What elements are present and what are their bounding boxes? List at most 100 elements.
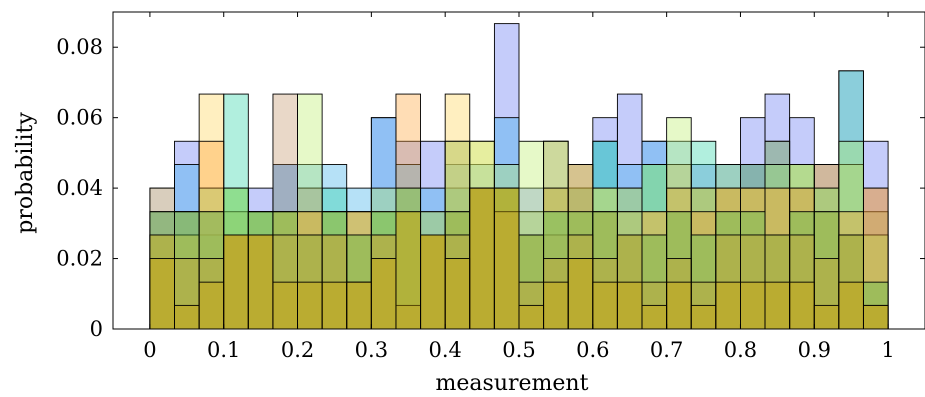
x-tick-label: 0.3 [355, 338, 388, 362]
bar-s8-b1 [149, 211, 175, 330]
y-axis-label: probability [13, 112, 38, 234]
bar-s6-b5 [247, 211, 274, 330]
bar-s4-b9 [346, 211, 372, 330]
bar-s6-b18 [567, 164, 594, 330]
bar-s10-b27 [789, 281, 815, 330]
bar-s9-b9 [346, 281, 372, 330]
bar-s10-b10 [370, 258, 397, 330]
bar-s4-b26 [764, 187, 791, 330]
bar-s2-b20 [616, 164, 643, 330]
bar-s10-b21 [641, 304, 668, 330]
bar-s10-b1 [149, 258, 175, 330]
bar-s10-b11 [395, 211, 421, 330]
histogram-bars [149, 23, 889, 330]
y-tick-label: 0.06 [56, 106, 103, 130]
bar-s6-b26 [764, 164, 791, 330]
bar-s10-b23 [690, 304, 717, 330]
bar-s10-b24 [715, 281, 741, 330]
bar-s3-b6 [272, 211, 298, 330]
bar-s4-b5 [247, 211, 274, 330]
bar-s1-b10 [370, 117, 397, 330]
bar-s9-b14 [469, 187, 495, 330]
bar-s10-b4 [223, 234, 249, 330]
bar-s3-b1 [149, 234, 175, 330]
x-tick-label: 0.9 [798, 338, 831, 362]
bar-s10-b15 [493, 187, 520, 330]
bar-s2-b25 [740, 164, 766, 330]
bar-s5-b4 [223, 234, 249, 330]
bar-s8-b8 [321, 211, 348, 330]
bar-s5-b19 [592, 211, 618, 330]
x-tick-label: 0 [143, 338, 156, 362]
bar-s5-b1 [149, 211, 175, 330]
bar-s10-b2 [174, 304, 200, 330]
bar-s3-b29 [838, 70, 864, 330]
series-4 [149, 93, 889, 330]
series-6 [149, 93, 889, 330]
bar-s7-b14 [469, 187, 495, 330]
bar-s2-b29 [838, 164, 864, 330]
bar-s5-b28 [813, 164, 840, 330]
bar-s1-b28 [813, 164, 840, 330]
bar-s2-b13 [444, 164, 471, 330]
bar-s4-b14 [469, 140, 495, 330]
bar-s4-b30 [863, 211, 889, 330]
y-tick-label: 0.08 [56, 35, 103, 59]
bar-s7-b7 [297, 211, 323, 330]
tick-labels: 0 0.1 0.2 0.3 0.4 0.5 0.6 0.7 0.8 0.9 1 0 0.02 0.04 0.… [56, 35, 895, 362]
x-tick-label: 0.5 [502, 338, 535, 362]
series-1 [149, 23, 889, 330]
bar-s2-b10 [370, 117, 397, 330]
bar-s4-b28 [813, 164, 840, 330]
bar-s10-b5 [247, 234, 274, 330]
bar-s10-b30 [863, 304, 889, 330]
x-tick-label: 0.1 [207, 338, 240, 362]
bar-s2-b7 [297, 164, 323, 330]
bar-s10-b29 [838, 281, 864, 330]
bar-s6-b6 [272, 211, 298, 330]
bar-s5-b12 [420, 234, 446, 330]
bar-s1-b19 [592, 117, 618, 330]
bar-s10-b3 [198, 281, 225, 330]
bar-s4-b12 [420, 211, 446, 330]
series-10 [149, 187, 889, 330]
y-tick-label: 0.02 [56, 247, 103, 271]
bar-s9-b17 [543, 258, 569, 330]
bar-s2-b19 [592, 140, 618, 330]
x-tick-label: 0.2 [281, 338, 314, 362]
bar-s8-b25 [740, 211, 766, 330]
bar-s10-b13 [444, 258, 471, 330]
bar-s3-b25 [740, 164, 766, 330]
bar-s5-b25 [740, 164, 766, 330]
bar-s4-b8 [321, 211, 348, 330]
bar-s9-b12 [420, 234, 446, 330]
bar-s10-b20 [616, 281, 643, 330]
bar-s8-b6 [272, 211, 298, 330]
bar-s3-b19 [592, 140, 618, 330]
bar-s2-b24 [715, 164, 741, 330]
bar-s10-b17 [543, 281, 569, 330]
bar-s8-b22 [666, 211, 692, 330]
bar-s10-b18 [567, 258, 594, 330]
bar-s7-b3 [198, 140, 225, 330]
bar-s7-b1 [149, 234, 175, 330]
bar-s4-b22 [666, 164, 692, 330]
bar-s8-b2 [174, 211, 200, 330]
bar-s10-b8 [321, 281, 348, 330]
bar-s10-b9 [346, 281, 372, 330]
x-tick-label: 0.8 [724, 338, 757, 362]
bar-s5-b14 [469, 187, 495, 330]
x-tick-label: 0.4 [428, 338, 461, 362]
bar-s10-b19 [592, 281, 618, 330]
bar-s4-b18 [567, 211, 594, 330]
bar-s5-b22 [666, 211, 692, 330]
bar-s7-b26 [764, 187, 791, 330]
x-tick-label: 1 [881, 338, 894, 362]
ticks [113, 12, 925, 330]
bar-s2-b6 [272, 164, 298, 330]
bar-s6-b27 [789, 164, 815, 330]
bar-s1-b29 [838, 70, 864, 330]
y-tick-label: 0 [90, 317, 103, 341]
bar-s1-b27 [789, 117, 815, 330]
bar-s7-b28 [813, 211, 840, 330]
